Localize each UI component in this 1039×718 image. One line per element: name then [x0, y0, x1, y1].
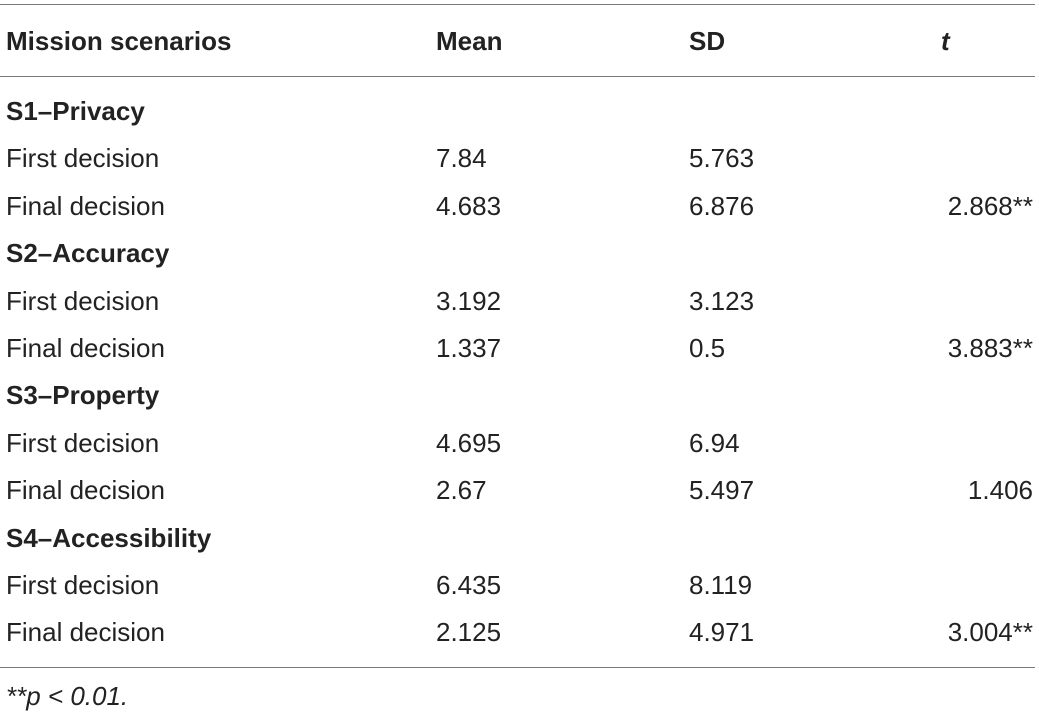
section-row: S2–Accuracy	[0, 230, 1035, 277]
cell-sd: 8.119	[689, 570, 753, 600]
cell-mean: 1.337	[436, 333, 502, 363]
header-t: t	[941, 26, 950, 56]
table-row: First decision 6.435 8.119	[0, 562, 1035, 609]
bottom-rule	[0, 667, 1035, 668]
header-scenario: Mission scenarios	[6, 26, 232, 56]
cell-sd: 6.876	[689, 190, 755, 221]
section-label: S3–Property	[6, 380, 160, 411]
cell-t: 3.883**	[947, 333, 1033, 363]
table-row: First decision 4.695 6.94	[0, 420, 1035, 467]
table-header: Mission scenarios Mean SD t	[0, 18, 1035, 65]
table-row: Final decision 2.67 5.497 1.406	[0, 467, 1035, 514]
table-row: Final decision 2.125 4.971 3.004**	[0, 609, 1035, 656]
row-label: First decision	[6, 285, 160, 316]
top-rule	[0, 4, 1035, 5]
cell-t: 3.004**	[947, 617, 1033, 648]
section-row: S1–Privacy	[0, 88, 1035, 135]
cell-sd: 4.971	[689, 617, 755, 648]
table-footnote: **p < 0.01.	[6, 681, 129, 711]
cell-sd: 0.5	[689, 333, 726, 363]
cell-sd: 5.763	[689, 143, 755, 174]
row-label: First decision	[6, 427, 160, 458]
table-row: First decision 3.192 3.123	[0, 278, 1035, 325]
section-row: S4–Accessibility	[0, 515, 1035, 562]
table-row: Final decision 1.337 0.5 3.883**	[0, 325, 1035, 372]
section-label: S1–Privacy	[6, 96, 145, 126]
cell-mean: 3.192	[436, 285, 502, 316]
row-label: First decision	[6, 143, 160, 174]
cell-mean: 4.683	[436, 190, 502, 221]
header-rule	[0, 76, 1035, 77]
row-label: Final decision	[6, 333, 165, 363]
section-row: S3–Property	[0, 372, 1035, 419]
cell-mean: 4.695	[436, 427, 502, 458]
cell-mean: 2.67	[436, 475, 487, 506]
table-row: First decision 7.84 5.763	[0, 135, 1035, 182]
row-label: Final decision	[6, 190, 165, 221]
header-sd: SD	[689, 26, 726, 56]
section-label: S2–Accuracy	[6, 238, 170, 269]
cell-t: 2.868**	[947, 190, 1033, 221]
cell-sd: 5.497	[689, 475, 755, 506]
row-label: First decision	[6, 570, 160, 600]
cell-sd: 3.123	[689, 285, 755, 316]
cell-t: 1.406	[967, 475, 1033, 506]
cell-mean: 6.435	[436, 570, 502, 600]
table-row: Final decision 4.683 6.876 2.868**	[0, 183, 1035, 230]
cell-mean: 7.84	[436, 143, 487, 174]
cell-mean: 2.125	[436, 617, 502, 648]
header-mean: Mean	[436, 26, 503, 56]
row-label: Final decision	[6, 475, 165, 506]
row-label: Final decision	[6, 617, 165, 648]
section-label: S4–Accessibility	[6, 522, 212, 553]
cell-sd: 6.94	[689, 427, 740, 458]
